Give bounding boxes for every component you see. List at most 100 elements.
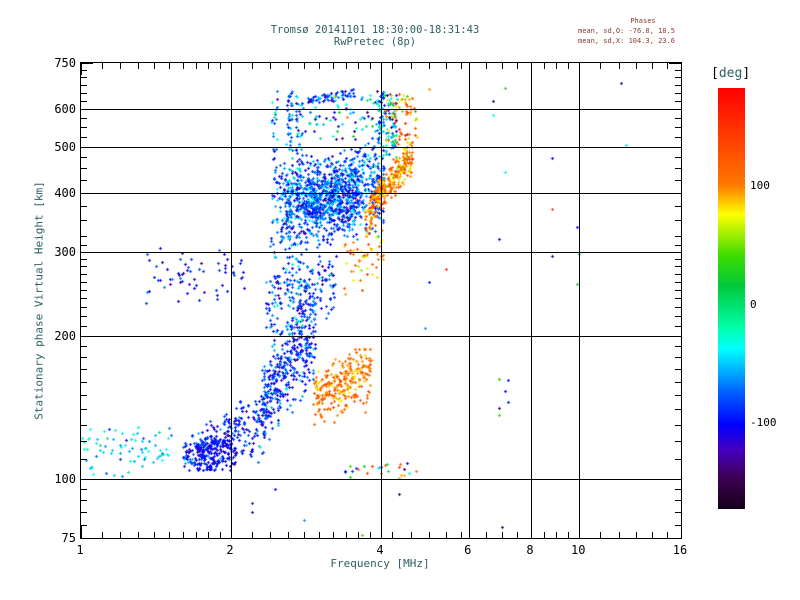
x-tick [101, 63, 103, 69]
colorbar-tick-label-0: 0 [750, 297, 757, 311]
x-tick [231, 526, 232, 538]
x-tick [391, 532, 393, 538]
y-tick-label-75: 75 [61, 531, 76, 545]
y-tick [675, 126, 681, 128]
gridline-x-2 [231, 63, 232, 538]
y-tick [81, 259, 87, 260]
y-tick [81, 325, 87, 327]
colorbar-bracket-close: ] [742, 66, 751, 81]
y-tick [675, 281, 681, 283]
y-tick [669, 109, 681, 111]
x-tick-label-2: 2 [226, 543, 234, 557]
x-tick [636, 63, 638, 69]
y-tick [81, 346, 87, 348]
x-tick [544, 63, 546, 69]
x-tick [168, 63, 170, 69]
gridline-x-10 [579, 63, 581, 538]
x-tick [195, 63, 197, 69]
gridline-y-600 [81, 109, 681, 111]
x-axis-tick-labels: 1 2 4 6 8 10 16 [0, 543, 800, 559]
x-tick [182, 532, 184, 538]
y-tick [81, 524, 87, 526]
gridline-y-100 [81, 478, 681, 480]
y-tick [675, 220, 681, 222]
y-tick [81, 168, 87, 170]
x-axis-title: Frequency [MHz] [330, 557, 430, 570]
x-tick [618, 532, 620, 538]
x-tick [461, 532, 463, 538]
y-tick [675, 325, 681, 327]
gridline-y-300 [81, 252, 681, 254]
y-tick [81, 281, 87, 283]
y-tick [669, 538, 681, 539]
x-tick [287, 63, 289, 69]
plot-subtitle: RwPretec (8p) [333, 36, 417, 48]
x-tick-label-8: 8 [526, 543, 534, 557]
x-tick-label-10: 10 [571, 543, 586, 557]
x-tick [81, 63, 82, 75]
y-tick [81, 289, 87, 291]
x-tick [195, 532, 197, 538]
x-tick [411, 63, 413, 69]
x-tick [681, 526, 682, 538]
y-tick [81, 109, 93, 111]
x-tick [381, 526, 382, 538]
gridline-x-6 [468, 63, 470, 538]
x-tick [391, 63, 393, 69]
x-tick [579, 526, 581, 538]
x-tick [381, 63, 382, 75]
phases-mean-x: mean, sd,X: 104.3, 23.6 [578, 37, 675, 45]
x-tick [411, 532, 413, 538]
y-tick [81, 77, 87, 79]
colorbar-title: [deg] [711, 66, 771, 81]
y-axis-title: Stationary phase Virtual Height [km] [32, 181, 46, 420]
y-tick-label-750: 750 [54, 56, 76, 70]
y-tick [675, 409, 681, 411]
y-tick [675, 245, 681, 247]
y-tick [81, 335, 93, 337]
x-tick [429, 532, 431, 538]
y-tick [81, 538, 93, 539]
x-tick [579, 63, 581, 75]
y-tick [81, 441, 87, 443]
y-tick [675, 424, 681, 426]
y-tick [81, 357, 87, 359]
y-tick [675, 500, 681, 502]
x-tick [153, 63, 155, 69]
y-tick [81, 245, 87, 247]
y-tick [675, 77, 681, 79]
y-tick-label-100: 100 [54, 471, 76, 486]
x-tick [120, 532, 122, 538]
colorbar-unit: deg [718, 66, 743, 81]
y-tick [81, 273, 87, 275]
x-tick [461, 63, 463, 69]
y-tick [675, 69, 681, 71]
y-tick [81, 117, 87, 119]
y-tick [81, 136, 87, 138]
y-tick [669, 335, 681, 337]
y-tick [81, 157, 87, 159]
y-tick [675, 259, 681, 260]
y-tick [81, 84, 87, 86]
x-tick-label-4: 4 [376, 543, 384, 557]
x-tick [182, 63, 184, 69]
y-tick [675, 316, 681, 317]
y-tick [675, 381, 681, 383]
x-tick [270, 532, 272, 538]
y-tick [675, 266, 681, 268]
x-tick [358, 532, 360, 538]
x-tick [445, 63, 447, 69]
x-tick [318, 532, 320, 538]
y-tick [81, 409, 87, 411]
y-tick [81, 205, 87, 207]
y-tick [675, 157, 681, 159]
x-tick [502, 63, 504, 69]
y-tick-label-600: 600 [54, 102, 76, 117]
y-tick [675, 84, 681, 86]
x-tick [369, 63, 371, 69]
y-tick [669, 478, 681, 480]
colorbar [718, 88, 745, 509]
y-tick [675, 235, 681, 237]
y-tick [675, 512, 681, 514]
y-tick [81, 180, 87, 182]
